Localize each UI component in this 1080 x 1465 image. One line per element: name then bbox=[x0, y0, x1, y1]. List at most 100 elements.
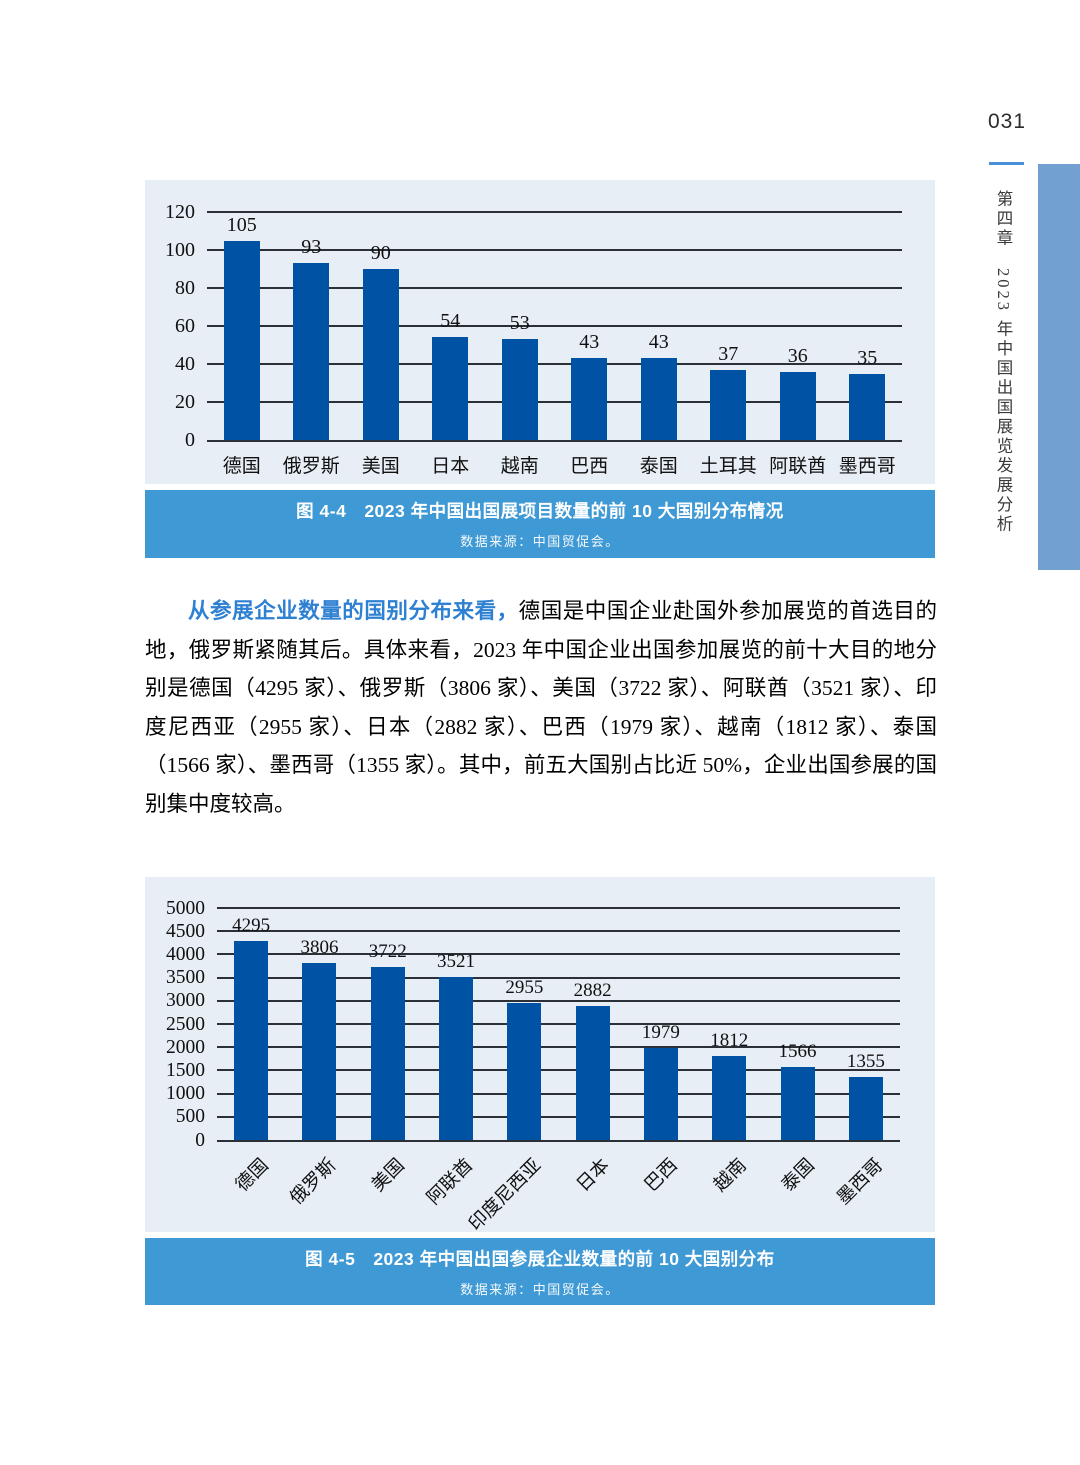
gridline bbox=[217, 999, 900, 1002]
bar-column: 1812 bbox=[695, 908, 763, 1140]
x-axis-category-label: 巴西 bbox=[641, 1155, 683, 1196]
bar: 93 bbox=[293, 236, 330, 440]
gridline bbox=[217, 1115, 900, 1118]
y-axis-tick-label: 100 bbox=[165, 239, 195, 261]
x-axis-category-label: 美国 bbox=[368, 1155, 409, 1196]
bar-column: 53 bbox=[485, 212, 555, 440]
page-number: 031 bbox=[988, 110, 1027, 133]
bar-column: 1355 bbox=[832, 908, 900, 1140]
bar: 35 bbox=[849, 347, 886, 440]
x-axis-category: 日本 bbox=[416, 442, 486, 486]
bar-value-label: 1812 bbox=[710, 1029, 749, 1051]
bar-value-label: 35 bbox=[857, 346, 878, 369]
bar-value-label: 1566 bbox=[778, 1041, 817, 1063]
bar-value-label: 54 bbox=[440, 310, 461, 333]
bar-value-label: 53 bbox=[509, 312, 530, 335]
gridline bbox=[207, 287, 902, 289]
bar: 90 bbox=[362, 242, 399, 440]
x-axis-category: 印度尼西亚 bbox=[466, 1142, 558, 1236]
x-axis-category-label: 越南 bbox=[500, 456, 539, 477]
bar-value-label: 1979 bbox=[641, 1022, 680, 1044]
bars-row: 105 93 90 54 53 43 43 37 36 35 bbox=[207, 212, 902, 440]
gridline bbox=[217, 930, 900, 933]
x-axis-category: 俄罗斯 bbox=[277, 442, 347, 486]
y-axis-tick-label: 1500 bbox=[166, 1059, 205, 1081]
figure-4-4-plot-area: 0 20 40 60 80 100 120 105 93 90 54 53 43 43 37 36 35 bbox=[165, 202, 902, 450]
bar-value-label: 1355 bbox=[846, 1051, 885, 1073]
bar: 43 bbox=[571, 331, 608, 440]
bar-column: 54 bbox=[416, 212, 486, 440]
bar-column: 43 bbox=[555, 212, 625, 440]
y-axis-tick-label: 40 bbox=[175, 353, 195, 375]
x-axis-category-label: 墨西哥 bbox=[833, 1155, 887, 1209]
gridline bbox=[207, 363, 902, 365]
figure-4-5-caption-source: 数据来源：中国贸促会。 bbox=[460, 1281, 620, 1297]
figure-4-5-caption-bar: 图 4-5 2023 年中国出国参展企业数量的前 10 大国别分布 数据来源：中… bbox=[145, 1238, 935, 1305]
bar-value-label: 3806 bbox=[300, 937, 339, 959]
y-axis-tick-label: 3000 bbox=[166, 990, 205, 1012]
x-axis-category: 越南 bbox=[695, 1142, 763, 1234]
bar: 3806 bbox=[300, 937, 338, 1140]
chapter-sidebar-title: 第四章 2023 年中国出国展览发展分析 bbox=[994, 190, 1013, 535]
gridline bbox=[217, 1046, 900, 1049]
x-axis-category: 越南 bbox=[485, 442, 555, 486]
y-axis-tick-label: 4000 bbox=[166, 943, 205, 965]
x-axis-category-label: 阿联酋 bbox=[423, 1155, 478, 1209]
bar-column: 35 bbox=[833, 212, 903, 440]
figure-4-5-chart: 0 500 1000 1500 2000 2500 3000 3500 4000 4500 5000… bbox=[145, 877, 935, 1236]
paragraph-lead-in: 从参展企业数量的国别分布来看， bbox=[188, 599, 519, 623]
bar-column: 3806 bbox=[285, 908, 353, 1140]
bar: 1812 bbox=[710, 1030, 748, 1140]
x-axis-category-label: 巴西 bbox=[570, 456, 609, 477]
x-axis-category: 日本 bbox=[558, 1142, 626, 1234]
bar-value-label: 93 bbox=[301, 236, 322, 259]
y-axis-tick-label: 80 bbox=[175, 277, 195, 299]
bar-column: 90 bbox=[346, 212, 416, 440]
x-axis-category: 墨西哥 bbox=[832, 1142, 900, 1234]
gridline bbox=[217, 976, 900, 979]
y-axis-tick-label: 60 bbox=[175, 315, 195, 337]
y-axis-tick-label: 2500 bbox=[166, 1013, 205, 1035]
bar-value-label: 4295 bbox=[232, 914, 271, 936]
bar-column: 4295 bbox=[217, 908, 285, 1140]
x-axis-category: 美国 bbox=[346, 442, 416, 486]
bar-column: 36 bbox=[763, 212, 833, 440]
bar: 37 bbox=[710, 343, 747, 440]
x-axis-category: 巴西 bbox=[627, 1142, 695, 1234]
bar-column: 1979 bbox=[627, 908, 695, 1140]
body-paragraph: 从参展企业数量的国别分布来看，德国是中国企业赴国外参加展览的首选目的地，俄罗斯紧… bbox=[145, 592, 937, 823]
x-axis-category-label: 美国 bbox=[361, 456, 400, 477]
x-axis-category-label: 日本 bbox=[573, 1155, 614, 1196]
gridline bbox=[207, 325, 902, 327]
paragraph-body-text: 德国是中国企业赴国外参加展览的首选目的地，俄罗斯紧随其后。具体来看，2023 年… bbox=[145, 599, 937, 816]
x-axis-category-label: 德国 bbox=[222, 456, 261, 477]
x-axis-category-label: 泰国 bbox=[778, 1155, 819, 1196]
bar: 4295 bbox=[232, 915, 270, 1140]
bar: 2882 bbox=[574, 980, 612, 1140]
y-axis-tick-label: 3500 bbox=[166, 966, 205, 988]
bar: 53 bbox=[501, 312, 538, 440]
x-axis-category-label: 墨西哥 bbox=[838, 456, 896, 477]
x-axis-category: 德国 bbox=[217, 1142, 285, 1234]
y-axis-tick-label: 20 bbox=[175, 391, 195, 413]
x-axis-category: 墨西哥 bbox=[833, 442, 903, 486]
gridline bbox=[207, 249, 902, 251]
figure-4-4-caption-title: 图 4-4 2023 年中国出国展项目数量的前 10 大国别分布情况 bbox=[296, 501, 784, 521]
bar-column: 1566 bbox=[763, 908, 831, 1140]
figure-4-5-caption-title: 图 4-5 2023 年中国出国参展企业数量的前 10 大国别分布 bbox=[305, 1248, 775, 1269]
x-axis-category-label: 泰国 bbox=[639, 456, 678, 477]
x-axis-category-label: 俄罗斯 bbox=[282, 456, 340, 477]
x-axis-category: 土耳其 bbox=[694, 442, 764, 486]
x-axis-category-label: 日本 bbox=[431, 456, 470, 477]
bar: 3722 bbox=[369, 941, 407, 1140]
gridline bbox=[217, 907, 900, 909]
gridline bbox=[207, 401, 902, 403]
bar-value-label: 2882 bbox=[573, 980, 612, 1002]
bar-column: 43 bbox=[624, 212, 694, 440]
figure-4-5-plot-area: 0 500 1000 1500 2000 2500 3000 3500 4000 4500 5000… bbox=[166, 898, 900, 1149]
bar: 2955 bbox=[505, 977, 543, 1140]
gridline bbox=[217, 1092, 900, 1095]
page-number-underline bbox=[989, 162, 1024, 165]
bar-column: 105 bbox=[207, 212, 277, 440]
x-axis-category: 巴西 bbox=[555, 442, 625, 486]
